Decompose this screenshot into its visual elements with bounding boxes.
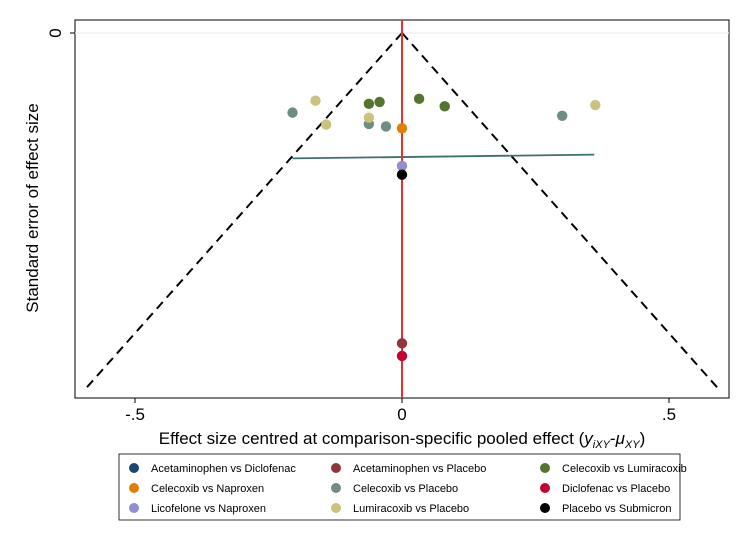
axes: 0 -.5 0 .5 <box>46 28 676 424</box>
legend-marker <box>129 503 139 513</box>
x-axis-title: Effect size centred at comparison-specif… <box>159 429 646 451</box>
legend-label: Acetaminophen vs Diclofenac <box>151 463 296 475</box>
y-tick-label: 0 <box>46 28 65 37</box>
legend-marker <box>331 483 341 493</box>
data-point <box>396 160 408 172</box>
legend-marker <box>540 463 550 473</box>
legend-marker <box>540 483 550 493</box>
data-point <box>413 93 425 105</box>
data-point <box>439 101 450 112</box>
legend-marker <box>331 463 341 473</box>
data-point <box>396 123 408 134</box>
legend-label: Licofelone vs Naproxen <box>151 503 266 515</box>
data-point <box>396 169 408 180</box>
regression-line <box>292 153 595 160</box>
data-point <box>557 110 568 121</box>
data-point <box>396 338 408 349</box>
data-point <box>590 99 601 111</box>
data-point <box>374 96 385 108</box>
legend-marker <box>129 463 139 473</box>
data-point <box>310 95 321 106</box>
legend: Acetaminophen vs Diclofenac Acetaminophen… <box>118 453 687 521</box>
legend-marker <box>129 483 139 493</box>
data-point <box>320 119 332 130</box>
legend-label: Diclofenac vs Placebo <box>562 483 670 495</box>
legend-box <box>118 453 681 521</box>
data-point <box>380 121 392 132</box>
plot-area <box>74 19 730 399</box>
x-tick-label: -.5 <box>125 405 145 424</box>
legend-label: Celecoxib vs Naproxen <box>151 483 264 495</box>
legend-label: Lumiracoxib vs Placebo <box>353 503 469 515</box>
data-point <box>396 350 408 362</box>
x-tick-label: .5 <box>662 405 676 424</box>
x-tick-label: 0 <box>397 405 406 424</box>
legend-label: Celecoxib vs Placebo <box>353 483 458 495</box>
data-point <box>363 98 375 110</box>
legend-label: Placebo vs Submicron <box>562 503 671 515</box>
data-point <box>363 112 375 123</box>
data-point <box>287 107 298 118</box>
funnel-right-line <box>401 32 718 388</box>
funnel-left-line <box>86 32 403 388</box>
legend-label: Acetaminophen vs Placebo <box>353 463 486 475</box>
legend-marker <box>540 503 550 513</box>
legend-label: Celecoxib vs Lumiracoxib <box>562 463 687 475</box>
legend-marker <box>331 503 341 513</box>
y-axis-title: Standard error of effect size <box>23 103 42 312</box>
